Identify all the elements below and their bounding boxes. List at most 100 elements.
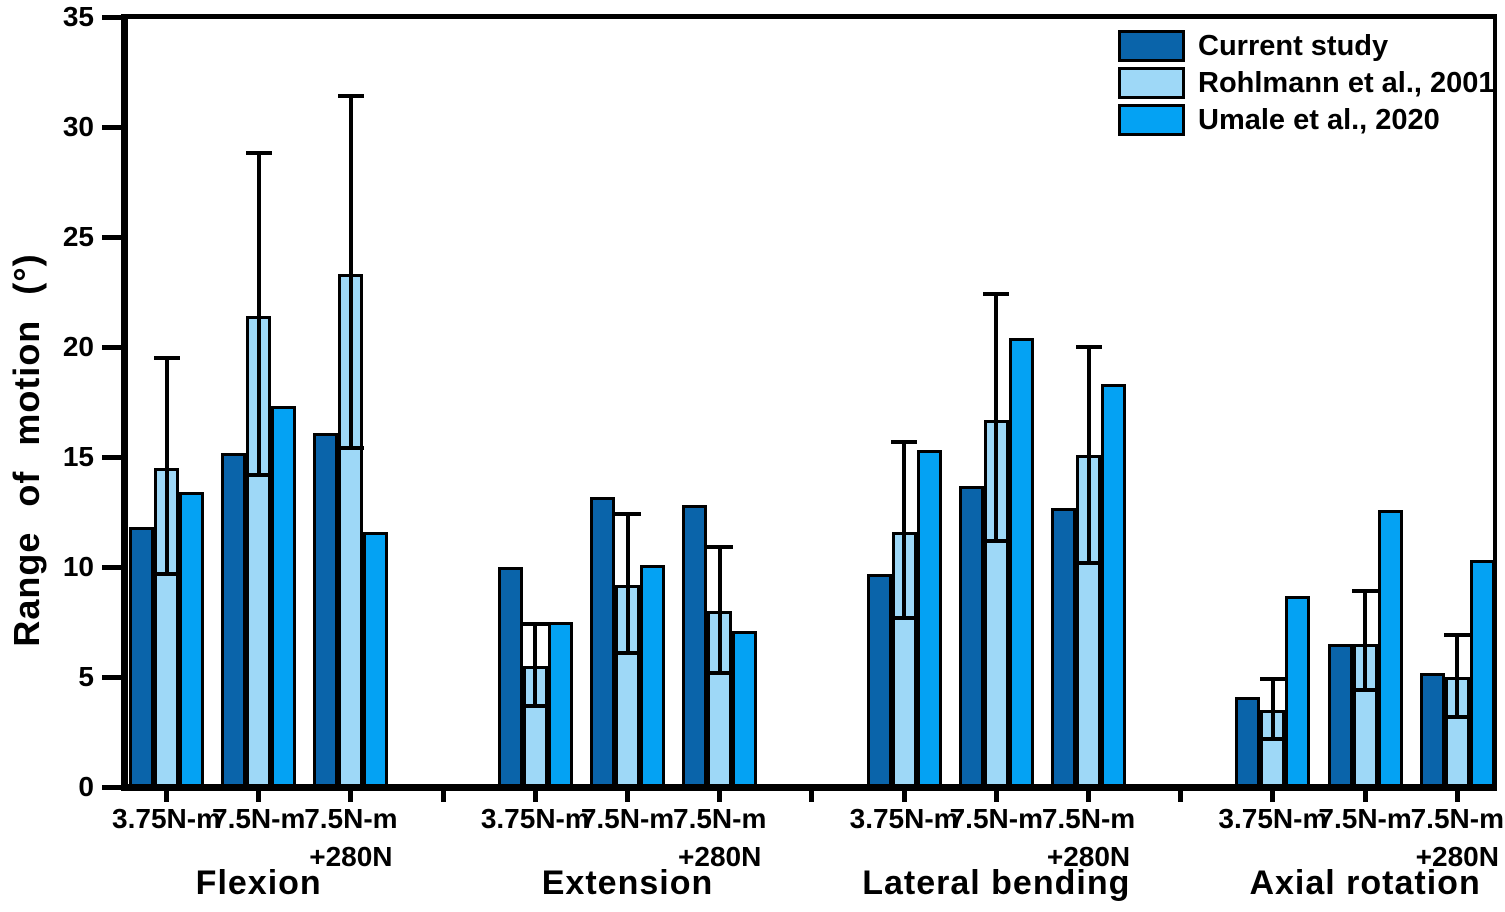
- x-subcategory-label: 7.5N-m: [580, 803, 675, 834]
- group-label: Flexion: [195, 864, 322, 902]
- bar: [497, 567, 523, 787]
- y-axis-tick: [102, 344, 121, 350]
- error-bar-cap-top: [1444, 633, 1471, 638]
- error-bar-cap-bottom: [153, 571, 180, 576]
- error-bar-whisker: [994, 294, 999, 541]
- bar: [179, 492, 204, 787]
- error-bar-whisker: [164, 358, 169, 574]
- x-subcategory-label: 7.5N-m: [1041, 803, 1136, 834]
- x-axis-tick: [1454, 791, 1460, 802]
- error-bar-cap-top: [1075, 345, 1102, 349]
- x-axis-tick: [256, 791, 262, 802]
- y-axis-tick-label: 30: [62, 111, 94, 142]
- legend-label: Rohlmann et al., 2001: [1198, 67, 1495, 99]
- bar: [338, 274, 364, 787]
- error-bar-cap-top: [153, 356, 180, 360]
- x-axis-tick: [717, 791, 723, 802]
- error-bar-whisker: [533, 624, 538, 706]
- y-axis-tick-label: 10: [62, 551, 94, 582]
- x-subcategory-label-line2: +280N: [1046, 841, 1131, 872]
- error-bar-whisker: [256, 153, 261, 475]
- error-bar-cap-bottom: [1444, 714, 1471, 719]
- y-axis-tick: [102, 124, 121, 130]
- error-bar-cap-top: [706, 545, 733, 550]
- x-subcategory-label: 3.75N-m: [112, 803, 221, 834]
- error-bar-cap-bottom: [337, 446, 364, 451]
- error-bar-whisker: [902, 441, 907, 618]
- legend-swatch-current-study: [1118, 30, 1185, 62]
- x-axis-tick: [993, 791, 999, 802]
- x-axis-tick: [1178, 791, 1184, 802]
- error-bar-cap-bottom: [1259, 736, 1286, 741]
- x-subcategory-label: 7.5N-m: [304, 803, 398, 834]
- bar: [1051, 507, 1076, 787]
- y-axis-tick: [102, 234, 121, 240]
- y-axis-tick: [102, 14, 121, 20]
- y-axis-tick: [102, 564, 121, 570]
- bar: [221, 452, 247, 787]
- x-axis-tick: [625, 791, 630, 802]
- x-subcategory-label-line2: +280N: [678, 841, 762, 872]
- legend-label: Umale et al., 2020: [1198, 104, 1440, 136]
- group-label: Axial rotation: [1249, 864, 1481, 902]
- error-bar-cap-bottom: [706, 670, 733, 675]
- bar: [1008, 338, 1034, 787]
- x-subcategory-label: 3.75N-m: [480, 803, 590, 834]
- error-bar-cap-bottom: [522, 703, 549, 708]
- x-axis-tick: [1086, 791, 1091, 802]
- error-bar-cap-top: [245, 151, 272, 156]
- x-axis-tick: [1362, 791, 1368, 802]
- error-bar-cap-top: [1352, 589, 1379, 594]
- error-bar-cap-bottom: [614, 650, 641, 655]
- bar: [590, 496, 615, 787]
- error-bar-cap-bottom: [245, 472, 272, 477]
- error-bar-whisker: [625, 514, 630, 653]
- error-bar-cap-bottom: [983, 538, 1010, 543]
- x-axis-tick: [901, 791, 907, 802]
- bar: [129, 527, 154, 787]
- x-subcategory-label: 3.75N-m: [1218, 803, 1328, 834]
- y-axis-tick-label: 5: [78, 661, 94, 692]
- error-bar-cap-bottom: [1352, 688, 1379, 693]
- error-bar-whisker: [717, 547, 722, 673]
- y-axis-tick-label: 15: [62, 441, 94, 472]
- x-axis-tick: [348, 791, 354, 802]
- error-bar-cap-top: [337, 94, 364, 99]
- bar: [1285, 595, 1311, 787]
- bar: [1235, 696, 1261, 787]
- bar: [866, 573, 892, 787]
- bar: [615, 584, 640, 787]
- error-bar-whisker: [1270, 679, 1275, 739]
- error-bar-cap-bottom: [891, 615, 918, 620]
- bar: [1327, 644, 1353, 787]
- bar: [271, 406, 297, 787]
- legend-item: Rohlmann et al., 2001: [1118, 67, 1495, 99]
- error-bar-cap-top: [983, 292, 1010, 297]
- error-bar-cap-top: [891, 439, 918, 444]
- error-bar-cap-top: [1259, 677, 1286, 682]
- error-bar-cap-top: [614, 512, 641, 517]
- group-label: Extension: [541, 864, 714, 902]
- error-bar-cap-bottom: [1075, 560, 1102, 565]
- bar: [1101, 384, 1126, 787]
- y-axis-tick: [102, 784, 121, 790]
- group-label: Lateral bending: [862, 864, 1131, 902]
- error-bar-whisker: [348, 96, 353, 449]
- x-subcategory-label: 7.5N-m: [949, 803, 1043, 834]
- error-bar-whisker: [1363, 591, 1368, 691]
- x-subcategory-label-line2: +280N: [1415, 841, 1499, 872]
- y-axis-tick: [102, 674, 121, 680]
- bar: [522, 666, 548, 787]
- x-axis-tick: [164, 791, 169, 802]
- y-axis-tick-label: 35: [62, 1, 94, 32]
- bar: [640, 564, 665, 787]
- legend: Current study Rohlmann et al., 2001 Umal…: [1118, 30, 1495, 141]
- legend-item: Current study: [1118, 30, 1495, 62]
- x-axis-tick: [532, 791, 538, 802]
- y-axis-tick-label: 20: [62, 331, 94, 362]
- x-axis-tick: [440, 791, 446, 802]
- y-axis-tick: [102, 454, 121, 460]
- bar: [958, 485, 984, 787]
- legend-item: Umale et al., 2020: [1118, 104, 1495, 136]
